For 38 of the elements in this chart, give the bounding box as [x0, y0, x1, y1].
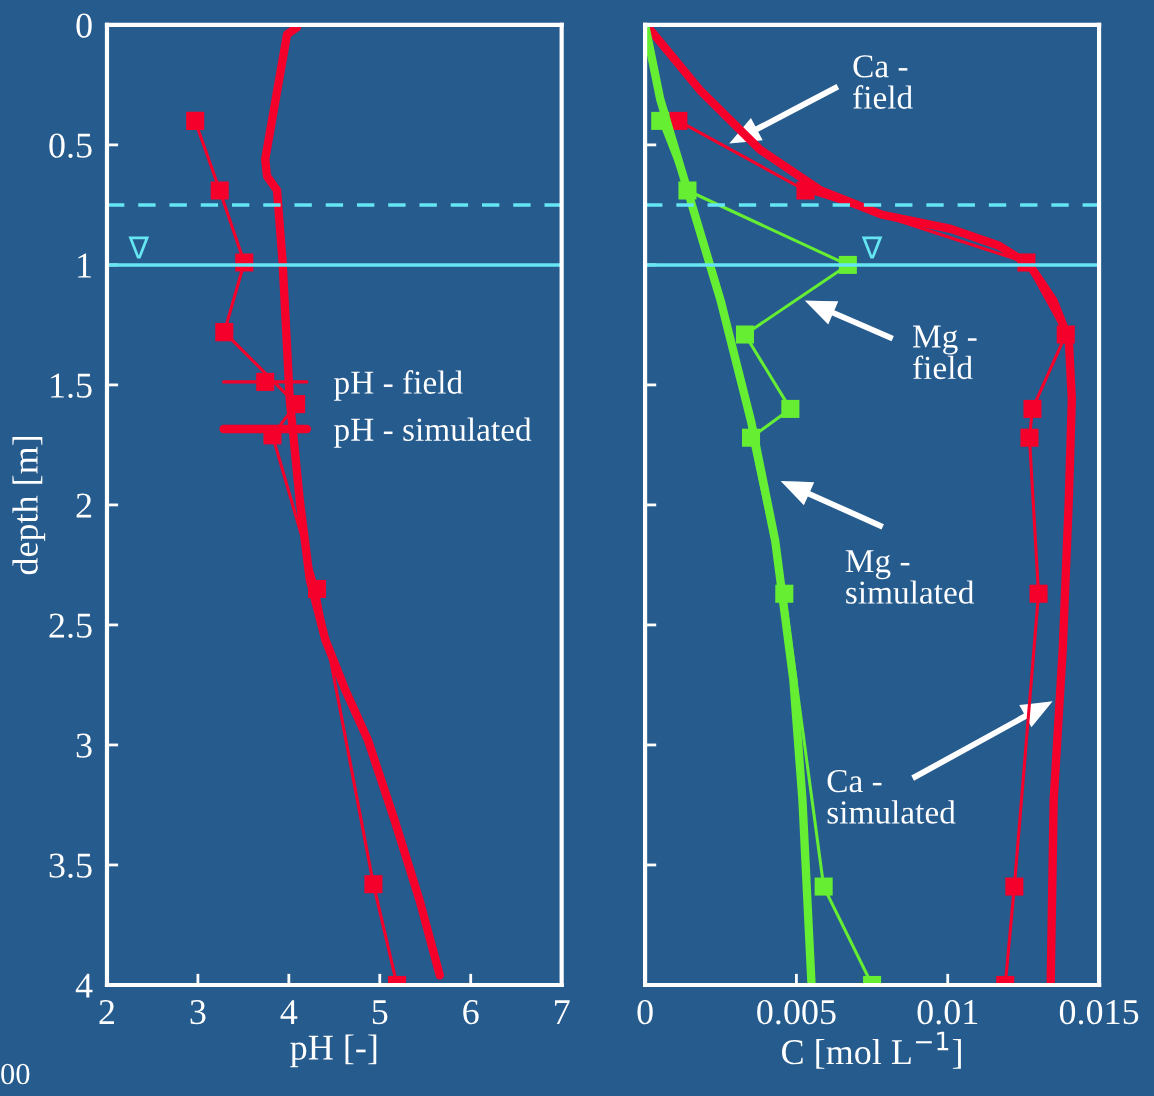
x-tick-label: 6	[463, 1000, 479, 1025]
x-tick-label: 5	[372, 1000, 388, 1025]
x-tick-label: 0.01	[917, 999, 978, 1025]
x-tick-label: 3	[190, 1000, 206, 1025]
x-tick-label: 2	[99, 1000, 115, 1024]
ref-line-label: ∇	[128, 236, 150, 259]
y-tick-label: 4	[75, 973, 93, 998]
legend-label: pH - simulated	[334, 417, 532, 448]
y-tick-label: 3.5	[49, 853, 92, 879]
point	[1005, 877, 1024, 896]
annotation: Mg - field	[912, 325, 977, 380]
x-axis-title: pH [-]	[290, 1034, 377, 1068]
y-tick-label: 3	[76, 733, 92, 758]
annotation: Ca - field	[853, 55, 913, 109]
annotation: Ca - simulated	[827, 769, 956, 824]
y-tick-label: 0	[76, 13, 92, 38]
point	[781, 399, 800, 418]
ref-line-label: ∇	[861, 236, 883, 259]
x-tick-label: 0	[637, 999, 653, 1025]
legend-label: pH - field	[334, 370, 463, 401]
x-axis-title: C [mol L$^{−1}$]	[782, 1031, 961, 1069]
y-tick-label: 1	[78, 253, 91, 278]
y-axis-title: depth [m]	[12, 436, 46, 575]
point	[735, 325, 754, 344]
x-tick-label: 0.005	[757, 999, 836, 1025]
y-tick-label: 0.5	[49, 133, 92, 158]
point	[1023, 399, 1042, 418]
y-tick-label: 2.5	[49, 613, 92, 638]
point	[814, 877, 833, 896]
point	[1020, 428, 1039, 447]
x-tick-label: 4	[280, 1000, 298, 1024]
text: 00	[1, 1063, 30, 1085]
x-tick-label: 7	[555, 1000, 570, 1024]
y-tick-label: 2	[76, 493, 92, 518]
point	[1029, 584, 1048, 603]
y-tick-label: 1.5	[51, 373, 92, 398]
annotation: Mg - simulated	[845, 550, 975, 604]
x-tick-label: 0.015	[1059, 999, 1139, 1025]
